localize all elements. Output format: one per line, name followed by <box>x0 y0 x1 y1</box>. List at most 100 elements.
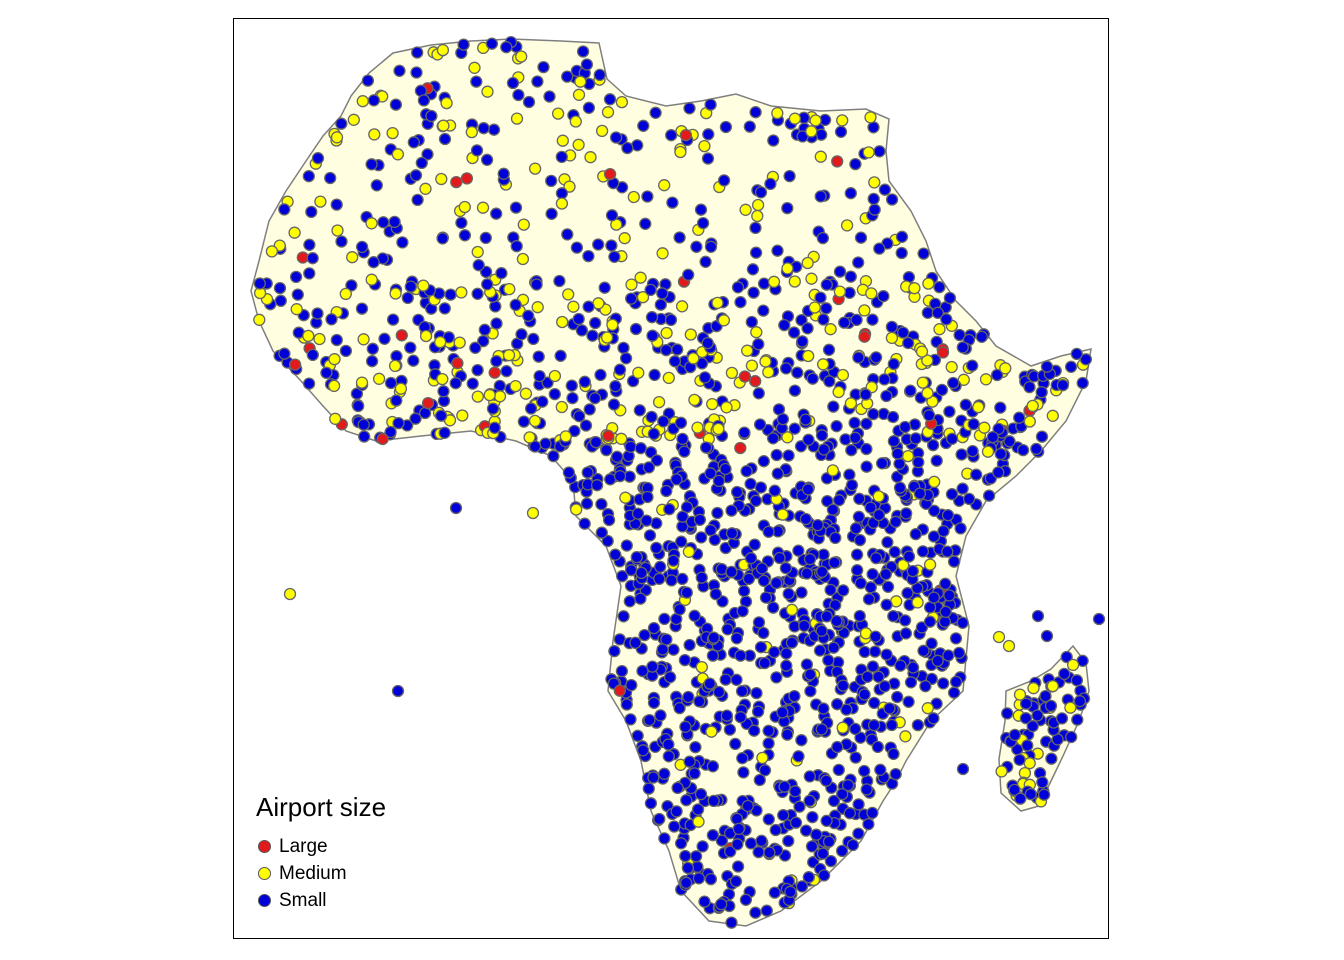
airport-marker <box>378 332 391 345</box>
airport-marker <box>555 150 568 164</box>
airport-marker <box>894 659 907 672</box>
airport-marker <box>930 454 943 467</box>
airport-marker <box>593 68 606 82</box>
airport-marker <box>730 632 743 645</box>
airport-marker <box>372 372 386 385</box>
airport-marker <box>947 376 960 390</box>
airport-marker <box>533 369 546 383</box>
airport-marker <box>389 98 403 111</box>
airport-marker <box>639 217 652 230</box>
airport-marker <box>922 277 935 290</box>
airport-marker <box>1014 792 1027 805</box>
airport-marker <box>401 291 414 305</box>
airport-marker <box>453 336 466 349</box>
airport-marker <box>613 363 627 376</box>
airport-marker <box>778 780 791 793</box>
airport-marker <box>664 313 678 327</box>
airport-marker <box>992 630 1006 644</box>
airport-marker <box>815 624 828 637</box>
airport-marker <box>1035 430 1049 443</box>
airport-marker <box>875 457 889 470</box>
airport-marker <box>702 128 715 141</box>
map-panel <box>233 18 1109 939</box>
airport-marker <box>706 397 719 411</box>
airport-marker <box>415 156 428 170</box>
airport-marker <box>928 475 941 488</box>
airport-marker <box>734 711 747 724</box>
airport-marker <box>539 437 552 450</box>
airport-marker <box>667 554 680 567</box>
airport-marker <box>843 468 856 481</box>
airport-marker <box>509 298 522 312</box>
airport-marker <box>601 106 615 119</box>
legend-item-large: Large <box>256 833 386 860</box>
airport-marker <box>858 645 871 659</box>
airport-marker <box>693 695 706 708</box>
airport-marker <box>576 45 590 58</box>
airport-marker <box>967 417 980 431</box>
airport-marker <box>824 583 837 597</box>
airport-marker <box>820 774 833 787</box>
airport-marker <box>613 469 627 483</box>
airport-marker <box>346 251 359 264</box>
airport-marker <box>853 492 866 505</box>
airport-marker <box>706 829 720 842</box>
airport-marker <box>854 577 867 590</box>
airport-marker <box>831 155 844 168</box>
airport-marker <box>737 766 750 779</box>
airport-marker <box>302 377 316 390</box>
airport-marker <box>650 541 663 555</box>
airport-marker <box>516 252 530 266</box>
airport-marker <box>717 314 731 327</box>
airport-marker <box>701 152 715 165</box>
airport-marker <box>852 351 865 364</box>
airport-marker <box>721 623 734 636</box>
legend-item-small: Small <box>256 887 386 914</box>
airport-marker <box>805 840 819 853</box>
airport-marker <box>757 304 770 317</box>
airport-marker <box>823 375 836 388</box>
airport-marker <box>933 323 946 336</box>
airport-marker <box>288 226 301 239</box>
airport-marker <box>647 771 660 784</box>
airport-marker <box>891 447 904 460</box>
airport-marker <box>1023 380 1036 394</box>
airport-marker <box>506 76 520 90</box>
airport-marker <box>939 577 952 590</box>
airport-marker <box>555 400 568 414</box>
airport-marker <box>662 750 675 763</box>
airport-marker <box>690 240 703 253</box>
airport-marker <box>704 467 717 480</box>
airport-marker <box>959 398 972 411</box>
airport-marker <box>633 404 646 417</box>
airport-marker <box>632 366 645 379</box>
airport-marker <box>471 245 484 259</box>
airport-marker <box>723 723 737 736</box>
airport-marker <box>676 432 689 446</box>
airport-marker <box>785 603 799 616</box>
airport-marker <box>891 690 904 704</box>
airport-marker <box>682 545 696 558</box>
airport-marker <box>824 323 837 336</box>
airport-marker <box>887 357 900 371</box>
airport-marker <box>407 354 420 367</box>
airport-marker <box>500 41 513 54</box>
airport-marker <box>554 349 567 362</box>
airport-marker <box>817 443 831 456</box>
airport-marker <box>815 429 829 442</box>
airport-marker <box>720 709 734 722</box>
airport-marker <box>627 190 640 204</box>
airport-marker <box>411 193 424 207</box>
airport-marker <box>674 416 688 429</box>
airport-marker <box>640 514 653 527</box>
airport-marker <box>365 217 378 230</box>
airport-marker <box>852 827 865 840</box>
airport-marker <box>734 649 747 662</box>
airport-marker <box>820 610 833 623</box>
airport-marker <box>625 678 638 692</box>
airport-marker <box>488 366 501 379</box>
airport-marker <box>887 435 901 448</box>
airport-marker <box>746 263 760 276</box>
airport-marker <box>436 232 449 245</box>
airport-marker <box>393 64 406 77</box>
